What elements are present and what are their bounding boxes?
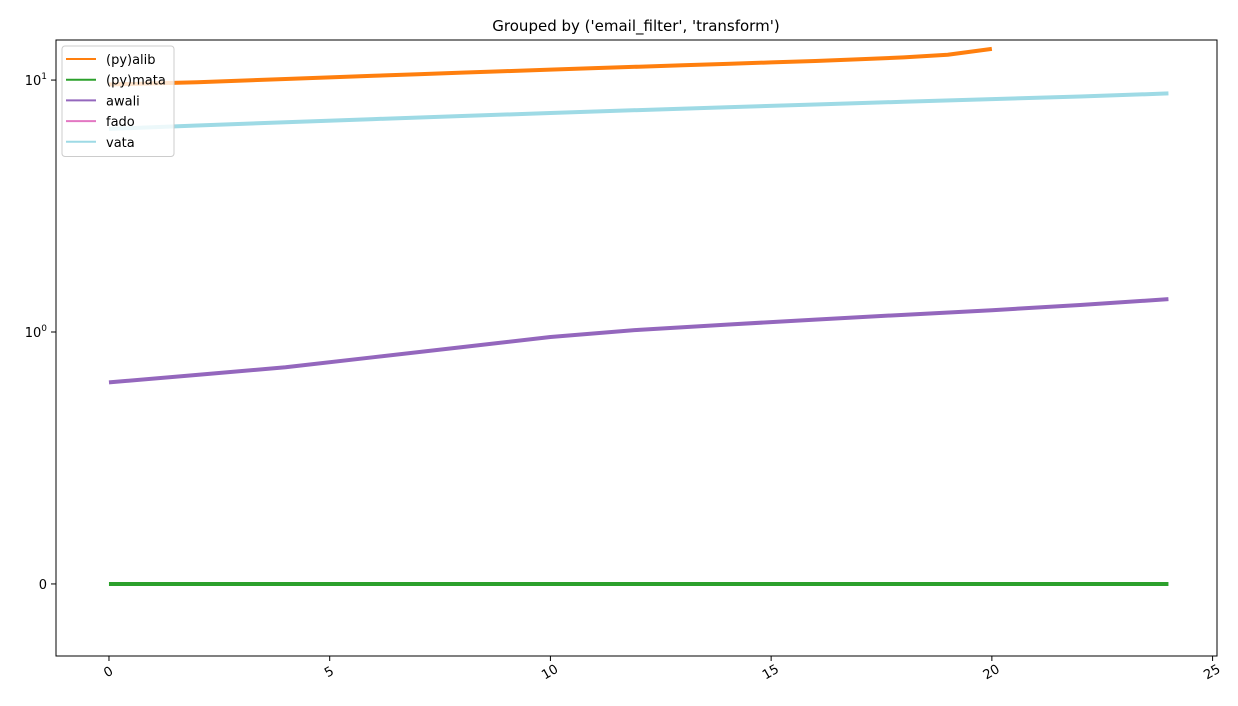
series-line-0 bbox=[108, 46, 993, 87]
x-tick-label-3: 15 bbox=[760, 662, 782, 683]
chart-title: Grouped by ('email_filter', 'transform') bbox=[492, 17, 779, 36]
legend-box bbox=[61, 45, 175, 157]
x-tick-label-4: 20 bbox=[981, 662, 1003, 683]
legend: (py)alib (py)mata awali fado vata bbox=[61, 45, 175, 157]
legend-label-3: fado bbox=[106, 115, 135, 130]
y-tick-label-1: 100 bbox=[25, 324, 48, 341]
legend-label-1: (py)mata bbox=[106, 74, 166, 89]
x-tick-label-2: 10 bbox=[539, 662, 561, 683]
y-tick-label-0: 0 bbox=[39, 578, 47, 593]
y-tick-label-2: 101 bbox=[25, 72, 47, 89]
legend-label-2: awali bbox=[106, 94, 140, 109]
series-line-2 bbox=[108, 297, 1169, 385]
plot-frame bbox=[55, 39, 1218, 657]
y-axis: 0 100 101 bbox=[25, 72, 56, 593]
series-line-4 bbox=[108, 91, 1169, 131]
legend-label-0: (py)alib bbox=[106, 53, 156, 68]
legend-label-4: vata bbox=[106, 136, 135, 151]
series-layer bbox=[108, 46, 1169, 586]
x-tick-label-5: 25 bbox=[1201, 662, 1223, 683]
